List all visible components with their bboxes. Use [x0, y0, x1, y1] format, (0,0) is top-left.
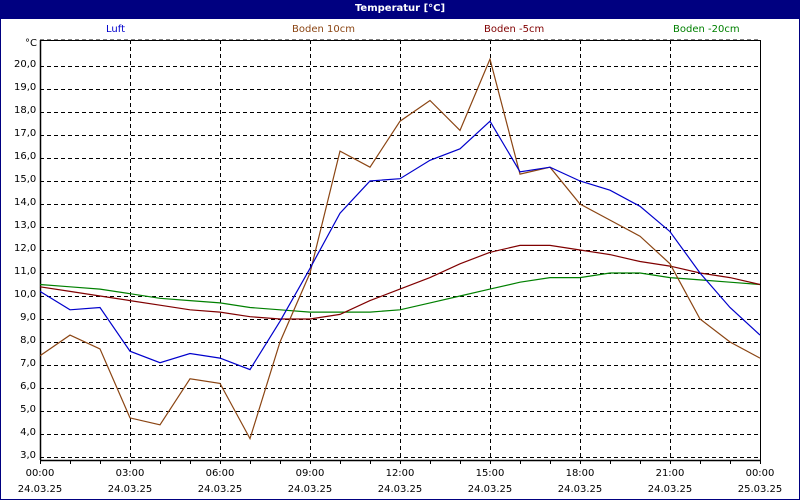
window-title: Temperatur [°C]	[0, 0, 800, 19]
y-tick-label: 12,0	[14, 243, 37, 254]
y-tick-label: 11,0	[14, 266, 37, 277]
legend-item: Boden -20cm	[673, 24, 740, 35]
y-tick-label: 6,0	[20, 381, 36, 392]
y-tick-label: 3,0	[20, 450, 36, 461]
x-tick-time: 03:00	[115, 468, 145, 479]
x-tick-time: 06:00	[205, 468, 235, 479]
x-tick-time: 21:00	[655, 468, 685, 479]
x-tick-date: 24.03.25	[287, 484, 333, 495]
x-tick-date: 24.03.25	[377, 484, 423, 495]
legend-item: Boden 10cm	[292, 24, 355, 35]
y-tick-label: 10,0	[14, 289, 37, 300]
x-tick-date: 24.03.25	[197, 484, 243, 495]
x-tick-time: 09:00	[295, 468, 325, 479]
x-tick-date: 24.03.25	[647, 484, 693, 495]
y-tick-label: 17,0	[14, 128, 37, 139]
y-tick-label: 14,0	[14, 197, 37, 208]
y-tick-label: 18,0	[14, 105, 37, 116]
legend-item: Boden -5cm	[484, 24, 545, 35]
x-tick-date: 24.03.25	[107, 484, 153, 495]
y-tick-label: 20,0	[14, 59, 37, 70]
x-tick-time: 00:00	[745, 468, 775, 479]
y-tick-label: 9,0	[20, 312, 36, 323]
y-tick-label: 13,0	[14, 220, 37, 231]
x-tick-date: 24.03.25	[467, 484, 513, 495]
y-tick-label: 4,0	[20, 427, 36, 438]
y-tick-label: 5,0	[20, 404, 36, 415]
y-tick-label: 16,0	[14, 151, 37, 162]
x-tick-time: 18:00	[565, 468, 595, 479]
series-line-boden-10cm	[39, 57, 761, 441]
y-tick-label: 7,0	[20, 358, 36, 369]
x-tick-date: 24.03.25	[557, 484, 603, 495]
x-tick-time: 15:00	[475, 468, 505, 479]
x-tick-time: 00:00	[25, 468, 55, 479]
y-axis-unit: °C	[25, 38, 37, 49]
legend-item: Luft	[106, 24, 125, 35]
y-tick-label: 19,0	[14, 82, 37, 93]
x-tick-date: 24.03.25	[17, 484, 63, 495]
x-tick-time: 12:00	[385, 468, 415, 479]
y-tick-label: 8,0	[20, 335, 36, 346]
series-line-luft	[39, 120, 761, 371]
y-tick-label: 15,0	[14, 174, 37, 185]
series-line-boden-5cm	[39, 244, 761, 320]
series-line-boden-20cm	[39, 272, 761, 313]
x-tick-date: 25.03.25	[737, 484, 783, 495]
